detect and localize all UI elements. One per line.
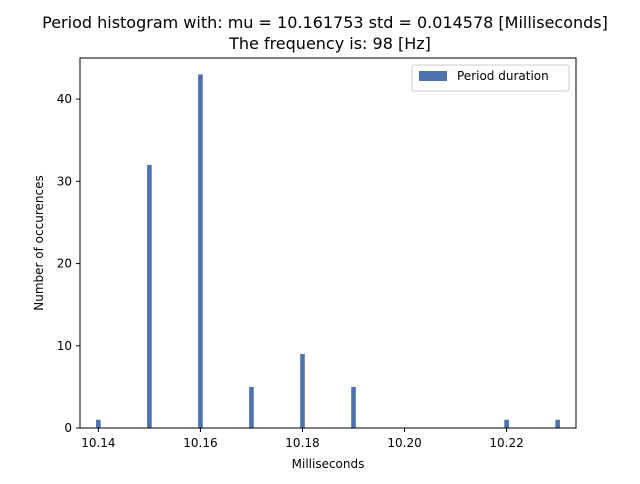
bar-6 [504,419,509,428]
chart-title-line1: Period histogram with: mu = 10.161753 st… [42,13,608,32]
legend-label: Period duration [457,69,549,83]
bar-1 [147,164,152,428]
y-tick-label: 0 [64,421,72,435]
y-tick-label: 10 [57,339,72,353]
x-axis-label: Milliseconds [292,457,365,471]
chart-title-line2: The frequency is: 98 [Hz] [228,34,431,53]
x-tick-label: 10.22 [489,436,523,450]
x-tick-label: 10.14 [81,436,115,450]
y-axis-label: Number of occurences [32,175,46,310]
x-tick-label: 10.16 [183,436,217,450]
bar-5 [351,386,356,428]
y-tick-label: 20 [57,257,72,271]
x-tick-label: 10.18 [285,436,319,450]
bar-3 [249,386,254,428]
plot-frame [79,57,577,429]
bar-2 [198,74,203,428]
x-tick-label: 10.20 [387,436,421,450]
bar-4 [300,354,305,428]
x-axis-ticks: 10.14 10.16 10.18 10.20 10.22 [81,428,524,450]
legend-box [411,64,570,92]
plot-area [80,58,576,428]
bars-group [96,74,560,428]
y-tick-label: 30 [57,174,72,188]
y-axis-ticks: 0 10 20 30 40 [57,92,80,435]
bar-0 [96,419,101,428]
y-tick-label: 40 [57,92,72,106]
bar-7 [555,419,560,428]
legend: Period duration [411,64,570,92]
legend-swatch [419,71,447,81]
